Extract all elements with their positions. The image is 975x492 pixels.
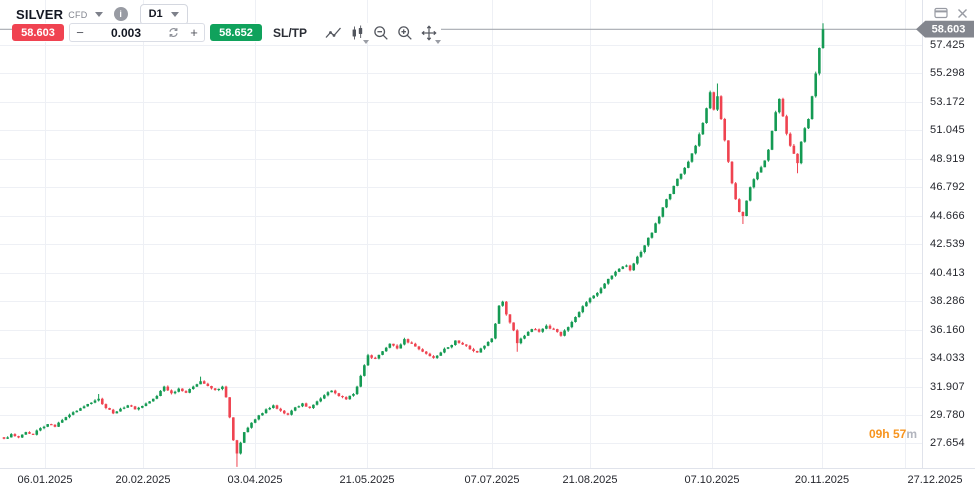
date-axis-label: 21.05.2025: [339, 474, 395, 486]
price-axis-tick: 27.654: [930, 437, 965, 450]
chart-type-chevron-down-icon: [363, 40, 370, 44]
zoom-in-icon[interactable]: [393, 23, 417, 42]
timeframe-select[interactable]: D1: [139, 3, 188, 25]
symbol-chevron-down-icon[interactable]: [94, 11, 103, 17]
sell-price-button[interactable]: 58.603: [12, 24, 64, 41]
date-axis-label: 20.11.2025: [794, 474, 850, 486]
date-axis-label: 06.01.2025: [17, 474, 73, 486]
candle-countdown-timer: 09h 57m: [869, 427, 917, 441]
timeframe-value: D1: [148, 8, 163, 20]
price-axis-tick: 57.425: [930, 39, 965, 52]
chart-plot-area[interactable]: 09h 57m: [0, 0, 922, 468]
price-axis-tick: 53.172: [930, 95, 965, 108]
chart-tools: [321, 23, 442, 44]
price-axis[interactable]: 58.603 57.425 55.298 53.172 51.045 48.919 46.…: [916, 0, 975, 468]
line-chart-icon[interactable]: [321, 23, 345, 42]
date-axis-label: 07.07.2025: [464, 474, 520, 486]
countdown-unit: m: [906, 427, 917, 441]
instrument-header: SILVER CFD i D1: [16, 3, 188, 25]
date-axis-label: 03.04.2025: [227, 474, 283, 486]
amount-decrease-button[interactable]: −: [70, 24, 90, 41]
market-type-label: CFD: [68, 10, 88, 20]
date-axis[interactable]: 06.01.2025 20.02.2025 03.04.2025 21.05.2025…: [0, 468, 975, 492]
price-axis-tick: 46.792: [930, 181, 965, 194]
price-axis-tick: 51.045: [930, 124, 965, 137]
amount-increase-button[interactable]: +: [184, 24, 204, 41]
price-axis-tick: 48.919: [930, 152, 965, 165]
zoom-out-icon[interactable]: [369, 23, 393, 42]
info-icon[interactable]: i: [113, 7, 128, 21]
window-controls: [934, 7, 968, 19]
date-axis-label: 27.12.2025: [907, 474, 963, 486]
candlestick-chart[interactable]: [0, 0, 922, 468]
price-axis-tick: 31.907: [930, 380, 965, 393]
symbol-name: SILVER: [16, 6, 64, 22]
price-axis-tick: 29.780: [930, 409, 965, 421]
price-axis-tick: 38.286: [930, 295, 965, 308]
price-axis-tick: 36.160: [930, 323, 965, 336]
countdown-hours: 09h: [868, 427, 893, 441]
date-axis-label: 20.02.2025: [115, 474, 171, 486]
price-axis-tick: 42.539: [930, 238, 965, 251]
panel-icon[interactable]: [934, 7, 948, 19]
trade-toolbar: 58.603 − + 58.652 SL/TP: [12, 23, 442, 44]
date-axis-label: 21.08.2025: [562, 474, 618, 486]
price-axis-tick: 55.298: [930, 67, 965, 80]
amount-control: − +: [69, 23, 205, 42]
price-axis-tick: 34.033: [930, 352, 965, 365]
countdown-minutes: 57: [892, 427, 907, 441]
move-chevron-down-icon: [435, 40, 442, 44]
buy-price-button[interactable]: 58.652: [210, 24, 262, 41]
price-axis-tick: 44.666: [930, 209, 965, 222]
move-icon[interactable]: [417, 23, 442, 44]
amount-input[interactable]: [90, 25, 162, 40]
close-icon[interactable]: [957, 8, 968, 19]
candlestick-type-icon[interactable]: [345, 23, 370, 44]
current-price-tag: 58.603: [916, 20, 974, 38]
timeframe-chevron-down-icon: [170, 11, 179, 17]
price-axis-tick: 40.413: [930, 266, 965, 279]
date-axis-label: 07.10.2025: [684, 474, 740, 486]
sync-amount-icon[interactable]: [162, 26, 184, 39]
sltp-button[interactable]: SL/TP: [273, 25, 308, 40]
